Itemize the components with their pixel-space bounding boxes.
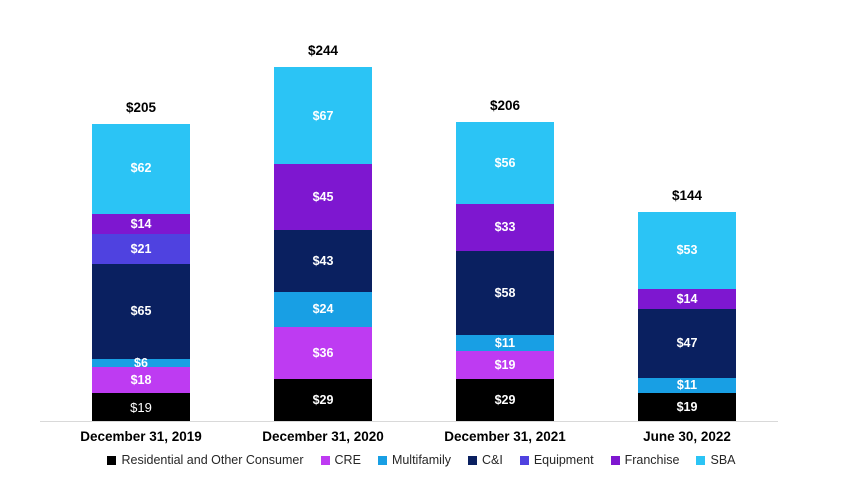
segment-value-label: $14 <box>130 216 152 231</box>
segment-value-label: $19 <box>676 399 698 414</box>
bar-1: $19 $18 $6 $65 $21 $14 $62 <box>92 123 190 421</box>
bar-segment: $11 <box>456 335 554 352</box>
bar-segment: $11 <box>638 377 736 394</box>
legend-item: Equipment <box>519 453 594 467</box>
segment-value-label: $11 <box>494 336 516 351</box>
bar-segment: $21 <box>92 233 190 265</box>
bar-2: $29 $36 $24 $43 $45 $67 <box>274 67 372 421</box>
segment-value-label: $53 <box>676 243 698 258</box>
segment-value-label: $58 <box>494 286 516 301</box>
legend-item: CRE <box>320 453 361 467</box>
legend-label: Multifamily <box>391 453 451 467</box>
bar-segment: $14 <box>92 213 190 234</box>
segment-value-label: $6 <box>134 355 148 370</box>
legend-swatch-icon <box>107 455 117 465</box>
legend-label: Residential and Other Consumer <box>121 453 304 467</box>
bar-segment: $18 <box>92 367 190 394</box>
x-axis-label: December 31, 2021 <box>444 429 566 444</box>
legend-swatch-icon <box>377 455 387 465</box>
bar-segment: $53 <box>638 212 736 290</box>
segment-value-label: $29 <box>312 392 334 407</box>
bar-segment: $19 <box>456 351 554 379</box>
segment-value-label: $43 <box>312 253 334 268</box>
bar-segment: $65 <box>92 264 190 359</box>
legend-item: Franchise <box>610 453 680 467</box>
x-axis-label: December 31, 2020 <box>262 429 384 444</box>
bar-segment: $19 <box>638 393 736 421</box>
segment-value-label: $36 <box>312 345 334 360</box>
legend-swatch-icon <box>610 455 620 465</box>
bar-segment: $24 <box>274 291 372 327</box>
chart-legend: Residential and Other Consumer CRE Multifa… <box>0 453 843 467</box>
bar-segment: $6 <box>92 355 190 370</box>
segment-value-label: $62 <box>130 161 152 176</box>
segment-value-label: $14 <box>676 291 698 306</box>
bar-total-label: $206 <box>489 98 521 114</box>
bar-4: $19 $11 $47 $14 $53 <box>638 212 736 421</box>
segment-value-label: $67 <box>312 108 334 123</box>
bar-segment: $36 <box>274 326 372 379</box>
legend-label: Franchise <box>624 453 680 467</box>
bar-total-label: $244 <box>307 43 339 59</box>
bar-3: $29 $19 $11 $58 $33 $56 <box>456 122 554 421</box>
segment-value-label: $19 <box>494 357 516 372</box>
legend-label: C&I <box>481 453 503 467</box>
legend-item: SBA <box>696 453 736 467</box>
bar-segment: $29 <box>456 378 554 421</box>
x-axis-label: June 30, 2022 <box>643 429 731 444</box>
legend-item: C&I <box>467 453 503 467</box>
legend-label: Equipment <box>533 453 594 467</box>
segment-value-label: $21 <box>130 241 152 256</box>
segment-value-label: $33 <box>494 220 516 235</box>
legend-item: Residential and Other Consumer <box>107 453 304 467</box>
segment-value-label: $29 <box>494 392 516 407</box>
bar-segment: $14 <box>638 289 736 310</box>
bar-segment: $47 <box>638 309 736 378</box>
x-axis-label: December 31, 2019 <box>80 429 202 444</box>
legend-item: Multifamily <box>377 453 451 467</box>
segment-value-label: $24 <box>312 302 334 317</box>
bar-total-label: $205 <box>125 99 157 115</box>
bar-segment: $19 <box>92 393 190 421</box>
bar-segment: $67 <box>274 67 372 165</box>
bar-segment: $43 <box>274 229 372 292</box>
segment-value-label: $65 <box>130 304 152 319</box>
segment-value-label: $18 <box>130 373 152 388</box>
legend-swatch-icon <box>519 455 529 465</box>
legend-label: CRE <box>334 453 361 467</box>
bar-total-label: $144 <box>671 188 703 204</box>
legend-label: SBA <box>710 453 736 467</box>
bar-segment: $45 <box>274 164 372 230</box>
segment-value-label: $45 <box>312 189 334 204</box>
bar-segment: $58 <box>456 251 554 336</box>
segment-value-label: $19 <box>130 399 152 415</box>
bar-segment: $56 <box>456 122 554 204</box>
x-axis-line <box>40 421 778 422</box>
legend-swatch-icon <box>320 455 330 465</box>
bar-segment: $29 <box>274 378 372 421</box>
segment-value-label: $47 <box>676 336 698 351</box>
segment-value-label: $56 <box>494 155 516 170</box>
legend-swatch-icon <box>696 455 706 465</box>
bar-segment: $62 <box>92 123 190 214</box>
bar-segment: $33 <box>456 203 554 252</box>
segment-value-label: $11 <box>676 378 698 393</box>
legend-swatch-icon <box>467 455 477 465</box>
